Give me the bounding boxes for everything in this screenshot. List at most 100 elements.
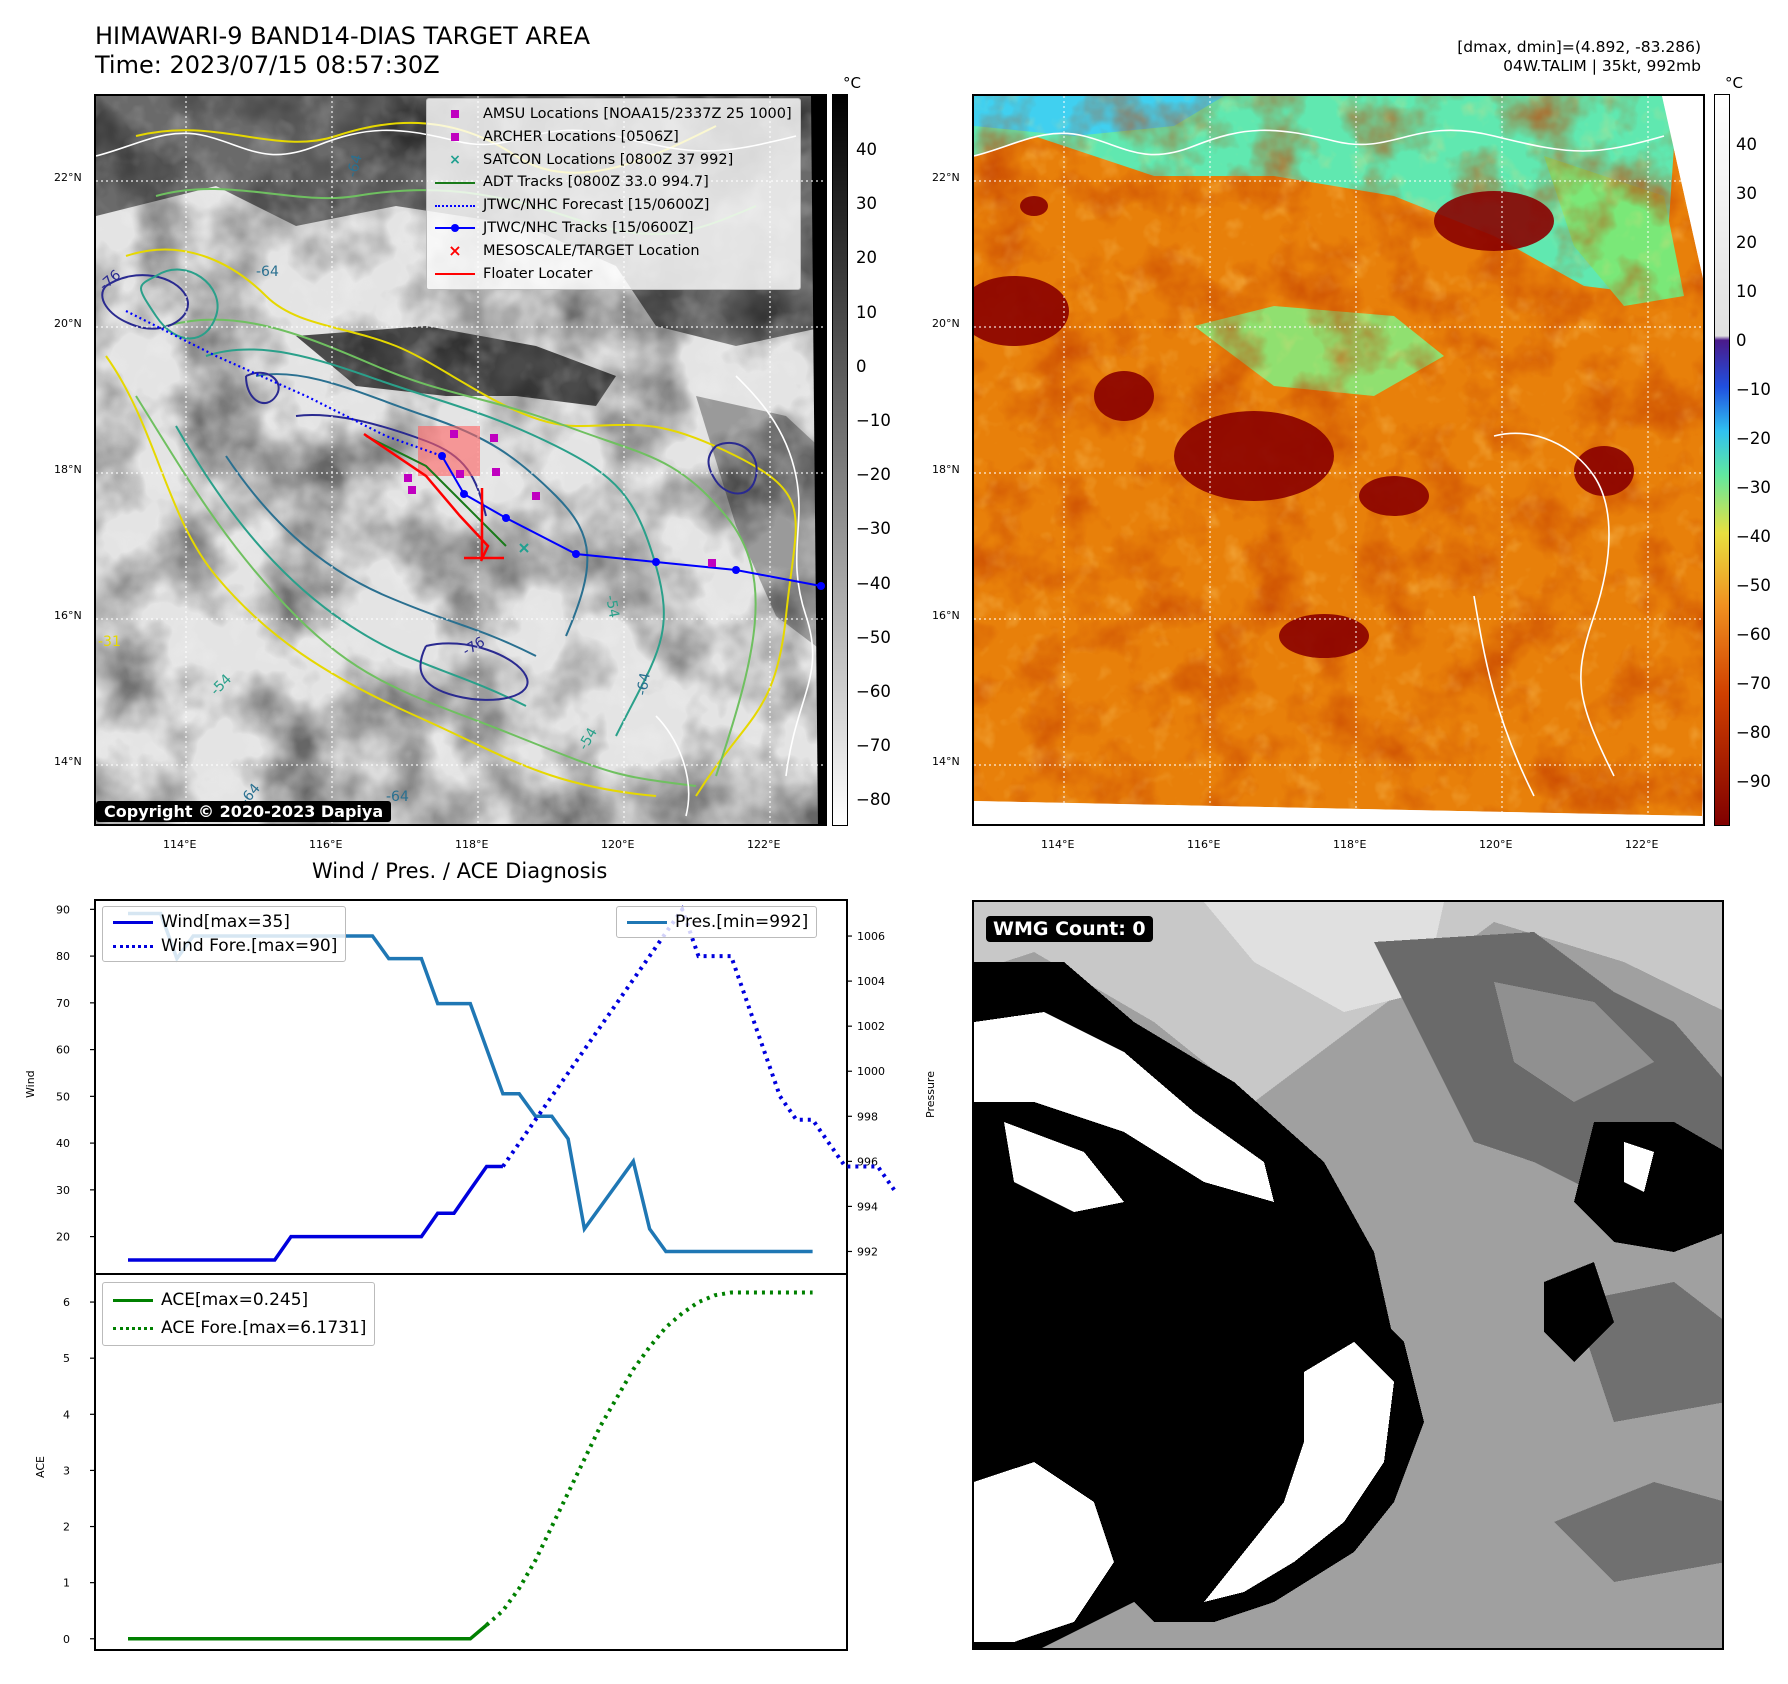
legend-entry-wind-forecast: Wind Fore.[max=90] (111, 934, 337, 958)
legend-entry-satcon: × SATCON Locations [0800Z 37 992] (433, 149, 792, 172)
legend-label: AMSU Locations [NOAA15/2337Z 25 1000] (483, 106, 792, 122)
chart-title: Wind / Pres. / ACE Diagnosis (312, 859, 608, 883)
storm-info-text: 04W.TALIM | 35kt, 992mb (1503, 57, 1701, 75)
lon-tick-label: 118°E (455, 838, 489, 851)
legend-label: MESOSCALE/TARGET Location (483, 242, 700, 259)
contour-label: -31 (98, 634, 121, 650)
ir-grayscale-map[interactable]: -76 -64 -64 -54 -64 -54 -76 -64 -54 -64 … (94, 94, 827, 826)
legend-entry-mesoscale: × MESOSCALE/TARGET Location (433, 240, 792, 263)
contour-label: -64 (386, 789, 409, 805)
color-colorbar-tick-label: −10 (1736, 380, 1771, 399)
map-legend: AMSU Locations [NOAA15/2337Z 25 1000] AR… (426, 98, 801, 291)
ace-tick-label: 0 (63, 1633, 70, 1646)
square-marker-icon (433, 130, 477, 144)
series-line-wind (128, 1164, 503, 1262)
copyright-notice: Copyright © 2020-2023 Dapiya (96, 801, 392, 822)
title-line-1: HIMAWARI-9 BAND14-DIAS TARGET AREA (95, 22, 591, 50)
gray-colorbar-tick-label: −80 (856, 790, 891, 810)
color-colorbar-tick-label: −60 (1736, 625, 1771, 644)
pressure-tick-label: 994 (857, 1200, 878, 1213)
legend-label: ACE Fore.[max=6.1731] (161, 1318, 367, 1338)
lon-tick-label: 122°E (1625, 838, 1659, 851)
color-colorbar-tick-label: 10 (1736, 282, 1757, 301)
figure-title: HIMAWARI-9 BAND14-DIAS TARGET AREA Time:… (95, 22, 590, 80)
title-line-2: Time: 2023/07/15 08:57:30Z (95, 51, 440, 79)
lat-tick-label: 18°N (54, 463, 82, 476)
line-icon (433, 267, 477, 281)
ace-tick-label: 6 (63, 1296, 70, 1309)
color-colorbar-tick-label: −90 (1736, 772, 1771, 791)
line-icon (111, 915, 155, 929)
contour-label: -64 (344, 153, 365, 179)
lat-tick-label: 22°N (54, 171, 82, 184)
color-colorbar-tick-label: −80 (1736, 723, 1771, 742)
wmg-count-badge: WMG Count: 0 (986, 916, 1153, 942)
contour-label: -64 (634, 671, 654, 696)
color-colorbar-tick-label: 20 (1736, 233, 1757, 252)
gray-colorbar-tick-label: −20 (856, 465, 891, 485)
legend-entry-jtwc-forecast: JTWC/NHC Forecast [15/0600Z] (433, 194, 792, 217)
wmg-pixel-image (974, 902, 1722, 1648)
series-line-ace-forecast (485, 1290, 813, 1627)
colorbar-unit: °C (1725, 74, 1743, 92)
legend-entry-wind: Wind[max=35] (111, 910, 337, 934)
gray-colorbar-tick-label: −50 (856, 627, 891, 647)
legend-entry-ace-forecast: ACE Fore.[max=6.1731] (111, 1314, 366, 1342)
lon-tick-label: 120°E (1479, 838, 1513, 851)
legend-label: Floater Locater (483, 265, 593, 282)
dmax-dmin-text: [dmax, dmin]=(4.892, -83.286) (1457, 38, 1701, 56)
pressure-legend: Pres.[min=992] (616, 906, 818, 938)
line-icon (625, 915, 669, 929)
legend-label: Pres.[min=992] (675, 912, 809, 932)
legend-entry-floater: Floater Locater (433, 263, 792, 286)
pressure-tick-label: 1002 (857, 1020, 885, 1033)
wind-tick-label: 30 (56, 1184, 70, 1197)
wind-tick-label: 50 (56, 1090, 70, 1103)
dotted-line-icon (433, 199, 477, 213)
color-colorbar (1714, 94, 1730, 826)
series-line-pressure (128, 911, 813, 1254)
wind-legend: Wind[max=35] Wind Fore.[max=90] (102, 906, 347, 962)
lat-tick-label: 22°N (932, 171, 960, 184)
wmg-panel[interactable]: WMG Count: 0 (972, 900, 1724, 1650)
lat-tick-label: 18°N (932, 463, 960, 476)
wind-tick-label: 20 (56, 1231, 70, 1244)
pressure-tick-label: 1004 (857, 975, 885, 988)
wind-tick-label: 90 (56, 903, 70, 916)
line-icon (433, 176, 477, 190)
contour-label: -54 (602, 594, 622, 619)
ace-legend: ACE[max=0.245] ACE Fore.[max=6.1731] (102, 1282, 376, 1346)
color-colorbar-tick-label: −40 (1736, 527, 1771, 546)
header-right: [dmax, dmin]=(4.892, -83.286) 04W.TALIM … (1457, 38, 1701, 76)
pressure-tick-label: 992 (857, 1245, 878, 1258)
ace-axes (94, 1273, 848, 1651)
wind-tick-label: 60 (56, 1044, 70, 1057)
lon-tick-label: 122°E (747, 838, 781, 851)
gray-colorbar-tick-label: 20 (856, 248, 877, 268)
gray-colorbar-tick-label: −30 (856, 519, 891, 539)
legend-label: ACE[max=0.245] (161, 1290, 309, 1310)
legend-label: JTWC/NHC Tracks [15/0600Z] (483, 219, 694, 236)
color-colorbar-tick-label: −30 (1736, 478, 1771, 497)
legend-label: JTWC/NHC Forecast [15/0600Z] (483, 197, 710, 214)
square-marker-icon (433, 107, 477, 121)
gray-colorbar-tick-label: −70 (856, 736, 891, 756)
ir-enhanced-map[interactable] (972, 94, 1705, 826)
legend-label: SATCON Locations [0800Z 37 992] (483, 151, 734, 168)
lat-tick-label: 14°N (932, 755, 960, 768)
legend-label: Wind Fore.[max=90] (161, 936, 338, 956)
wind-tick-label: 40 (56, 1137, 70, 1150)
dotted-line-icon (111, 939, 155, 953)
wind-tick-label: 80 (56, 950, 70, 963)
lat-tick-label: 20°N (54, 317, 82, 330)
legend-entry-adt: ADT Tracks [0800Z 33.0 994.7] (433, 171, 792, 194)
ace-tick-label: 5 (63, 1352, 70, 1365)
color-colorbar-tick-label: 30 (1736, 184, 1757, 203)
legend-entry-pressure: Pres.[min=992] (625, 910, 808, 934)
ir-enhanced-imagery (974, 96, 1703, 824)
gray-colorbar-tick-label: −60 (856, 682, 891, 701)
color-colorbar-tick-label: −70 (1736, 674, 1771, 693)
lon-tick-label: 114°E (1041, 838, 1075, 851)
legend-entry-amsu: AMSU Locations [NOAA15/2337Z 25 1000] (433, 103, 792, 126)
